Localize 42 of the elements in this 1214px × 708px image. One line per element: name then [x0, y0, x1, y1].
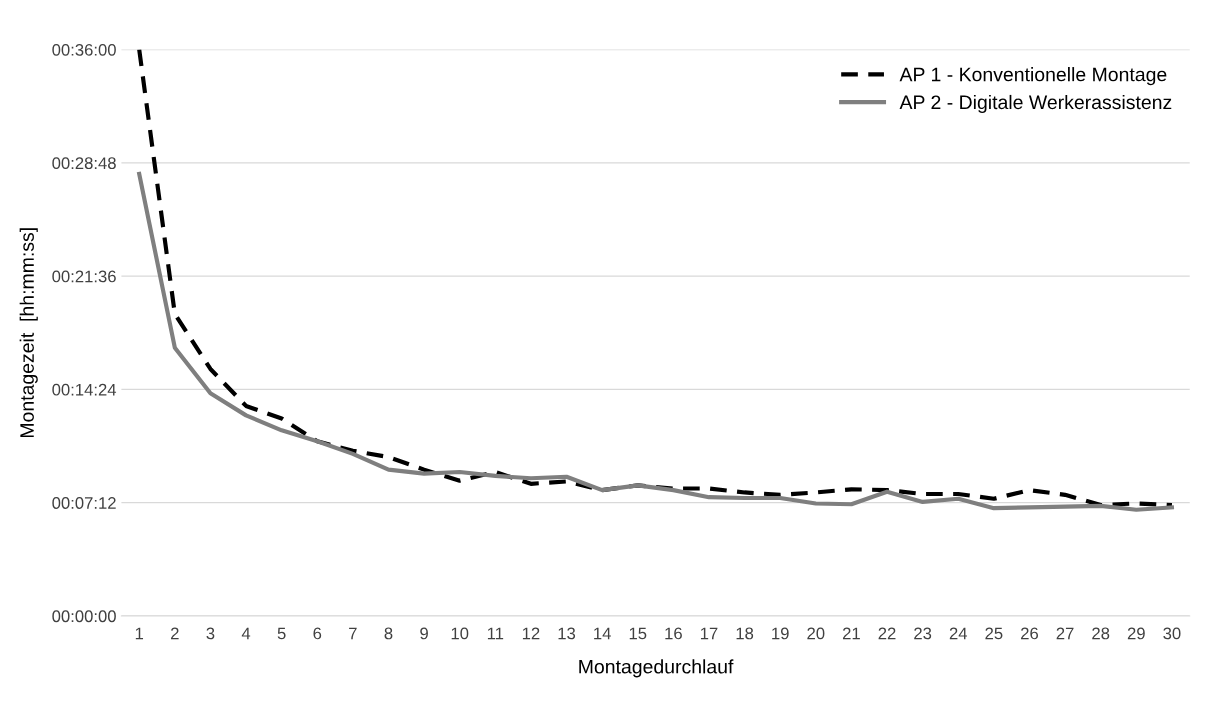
- x-tick-label: 17: [700, 627, 718, 640]
- y-tick-label: 00:14:24: [52, 383, 117, 396]
- x-tick-label: 27: [1056, 627, 1074, 640]
- x-tick-label: 19: [772, 627, 789, 640]
- y-tick-label: 00:28:48: [52, 157, 116, 170]
- x-tick-label: 14: [594, 627, 611, 640]
- legend-label: AP 2 - Digitale Werkerassistenz: [899, 94, 1172, 114]
- x-tick-label: 29: [1127, 627, 1145, 640]
- x-tick-label: 24: [949, 627, 968, 640]
- y-tick-label: 00:07:12: [52, 497, 116, 509]
- x-tick-label: 20: [807, 627, 825, 640]
- x-tick-label: 22: [878, 627, 896, 640]
- x-tick-label: 9: [420, 627, 428, 640]
- y-tick-label: 00:00:00: [52, 610, 116, 623]
- x-tick-label: 30: [1163, 627, 1181, 640]
- y-tick-label: 00:36:00: [52, 43, 116, 56]
- line-series: [137, 49, 1174, 508]
- x-tick-label: 10: [451, 627, 469, 640]
- x-tick-label: 16: [665, 627, 682, 640]
- x-tick-label: 8: [384, 627, 393, 640]
- x-tick-label: 13: [558, 627, 576, 640]
- x-tick-label: 25: [985, 627, 1003, 640]
- x-tick-label: 11: [487, 627, 504, 640]
- x-tick-label: 26: [1021, 627, 1039, 640]
- x-tick-label: 15: [629, 627, 647, 640]
- x-tick-label: 21: [842, 627, 860, 640]
- x-tick-label: 2: [171, 627, 179, 640]
- x-tick-label: 1: [135, 627, 144, 640]
- x-tick-label: 18: [736, 627, 754, 640]
- x-tick-label: 12: [522, 627, 540, 640]
- x-tick-label: 6: [313, 627, 322, 640]
- x-tick-label: 3: [206, 627, 215, 640]
- x-tick-label: 23: [914, 627, 932, 640]
- x-tick-label: 4: [241, 627, 251, 640]
- line-series: [137, 171, 1174, 512]
- x-tick-label: 5: [277, 627, 286, 640]
- y-axis-title: Montagezeit [hh:mm:ss]: [19, 228, 38, 438]
- legend-label: AP 1 - Konventionelle Montage: [899, 67, 1167, 86]
- x-tick-label: 28: [1092, 627, 1110, 640]
- y-tick-label: 00:21:36: [52, 270, 116, 283]
- x-axis-title: Montagedurchlauf: [579, 659, 734, 678]
- x-tick-label: 7: [349, 627, 357, 640]
